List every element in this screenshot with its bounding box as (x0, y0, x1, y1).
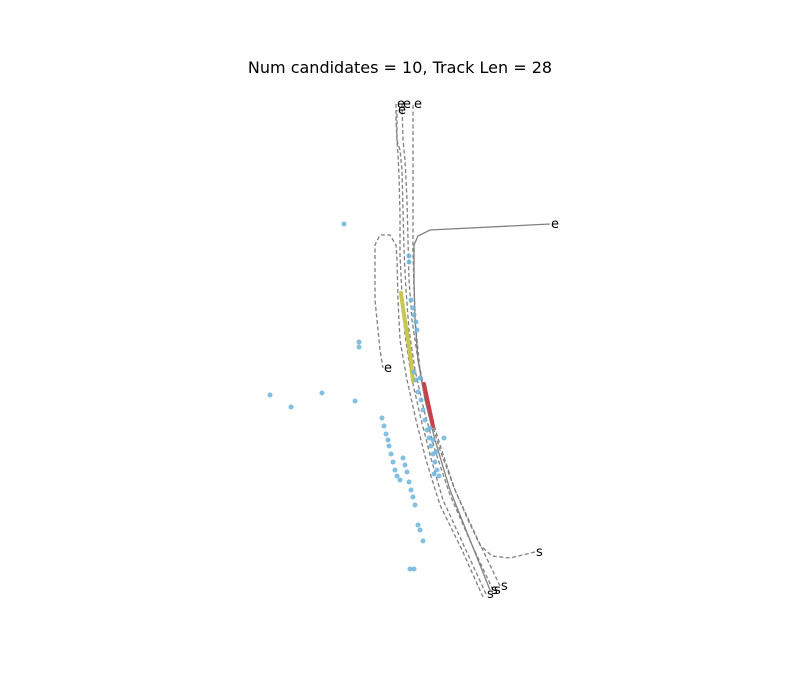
track-3-start-label: s (501, 579, 508, 594)
detection-point (411, 312, 417, 318)
detection-point (427, 425, 433, 431)
detection-point (410, 305, 416, 311)
detection-point (418, 397, 424, 403)
track-5-start-label: s (487, 587, 494, 602)
track-3-end-label: e (403, 97, 411, 112)
detection-point (408, 487, 414, 493)
detection-point (436, 473, 442, 479)
detection-point (386, 443, 392, 449)
detection-point (411, 369, 417, 375)
detection-point (433, 449, 439, 455)
detection-point (417, 375, 423, 381)
detection-point (392, 467, 398, 473)
detection-point (381, 423, 387, 429)
track-5-end-label: e (397, 97, 405, 112)
detection-point (420, 407, 426, 413)
highlight-segment-yellow (399, 291, 415, 383)
detection-point (385, 437, 391, 443)
detection-point (379, 415, 385, 421)
candidate-track-4 (396, 110, 494, 591)
detection-point (400, 455, 406, 461)
highlight-segment-red (422, 382, 435, 428)
track-6-end-label: e (384, 361, 392, 376)
detection-point (288, 404, 294, 410)
detection-point (420, 538, 426, 544)
candidate-track-3 (401, 103, 501, 587)
detection-point (352, 398, 358, 404)
detection-point (341, 221, 347, 227)
detection-point (267, 392, 273, 398)
detection-point (417, 527, 423, 533)
candidate-track-6 (374, 234, 484, 598)
detection-point (414, 327, 420, 333)
detection-point (388, 451, 394, 457)
track-1-end-label: e (551, 217, 559, 232)
detection-point (431, 471, 437, 477)
detection-point (390, 459, 396, 465)
detection-points (267, 221, 447, 572)
detection-point (434, 467, 440, 473)
detection-point (383, 431, 389, 437)
detection-point (406, 253, 412, 259)
detection-point (319, 390, 325, 396)
detection-point (411, 566, 417, 572)
detection-point (406, 259, 412, 265)
candidate-track-1 (413, 223, 551, 591)
detection-point (422, 417, 428, 423)
detection-point (394, 473, 400, 479)
detection-point (432, 459, 438, 465)
detection-point (410, 494, 416, 500)
detection-point (356, 344, 362, 350)
detection-point (397, 477, 403, 483)
detection-point (407, 566, 413, 572)
detection-point (441, 435, 447, 441)
detection-point (356, 339, 362, 345)
detection-point (406, 479, 412, 485)
highlighted-segments (399, 291, 435, 428)
detection-point (412, 502, 418, 508)
detection-point (408, 297, 414, 303)
detection-point (413, 377, 419, 383)
track-1-start-label: s (491, 583, 498, 598)
chart-title: Num candidates = 10, Track Len = 28 (247, 58, 553, 77)
detection-point (415, 389, 421, 395)
detection-point (404, 469, 410, 475)
detection-point (426, 435, 432, 441)
track-2-start-label: s (536, 545, 543, 560)
detection-point (415, 522, 421, 528)
candidate-track-2 (412, 104, 536, 559)
candidate-tracks (374, 103, 551, 598)
detection-point (430, 437, 436, 443)
detection-point (428, 443, 434, 449)
track-4-end-label: e (398, 103, 406, 118)
detection-point (402, 462, 408, 468)
track-4-start-label: s (494, 583, 501, 598)
detection-point (413, 319, 419, 325)
track-2-end-label: e (414, 97, 422, 112)
